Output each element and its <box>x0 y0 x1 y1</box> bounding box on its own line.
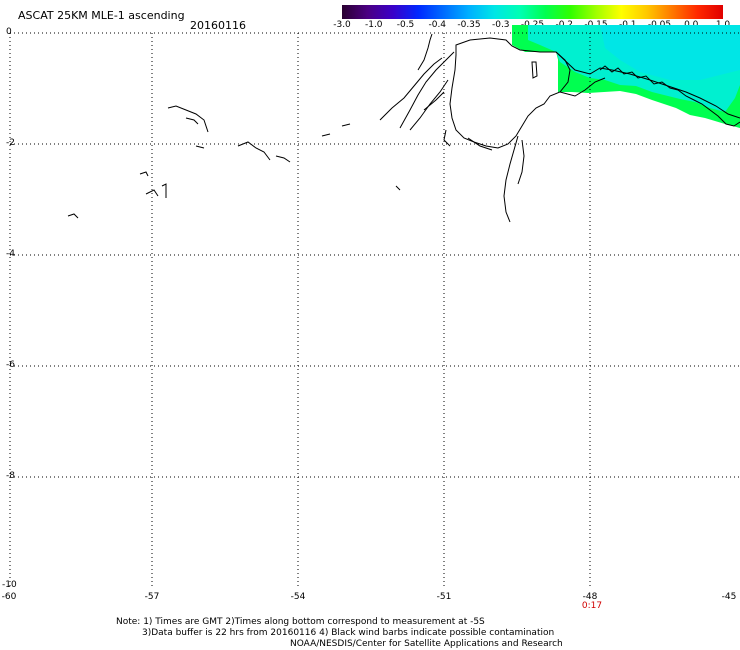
y-label-3: -6 <box>6 360 15 370</box>
y-label-0: 0 <box>6 27 12 37</box>
coastline <box>67 33 740 223</box>
x-label-1: -57 <box>144 592 160 602</box>
note-line-2: 3)Data buffer is 22 hrs from 20160116 4)… <box>142 628 555 638</box>
colorbar-tick: -0.4 <box>428 20 447 30</box>
note-line-1: Note: 1) Times are GMT 2)Times along bot… <box>116 617 485 627</box>
colorbar <box>342 5 723 19</box>
x-label-5: -45 <box>721 592 737 602</box>
colorbar-tick: -3.0 <box>333 20 351 30</box>
date-label: 20160116 <box>190 19 246 32</box>
x-label-3: -51 <box>436 592 452 602</box>
x-label-2: -54 <box>290 592 306 602</box>
note-line-3: NOAA/NESDIS/Center for Satellite Applica… <box>290 639 563 649</box>
y-label-2: -4 <box>6 249 15 259</box>
colorbar-tick: -0.35 <box>457 20 481 30</box>
colorbar-tick: -1.0 <box>364 20 383 30</box>
time-label: 0:17 <box>581 601 603 611</box>
y-label-4: -8 <box>6 471 15 481</box>
y-label-1: -2 <box>6 138 15 148</box>
colorbar-tick: -0.5 <box>396 20 415 30</box>
title: ASCAT 25KM MLE-1 ascending <box>18 9 185 22</box>
y-label-5: -10 <box>2 580 17 590</box>
x-label-0: -60 <box>1 592 17 602</box>
grid <box>9 32 740 588</box>
wind-swath <box>452 25 740 128</box>
x-label-4: -48 <box>582 592 598 602</box>
colorbar-tick: -0.3 <box>491 20 510 30</box>
